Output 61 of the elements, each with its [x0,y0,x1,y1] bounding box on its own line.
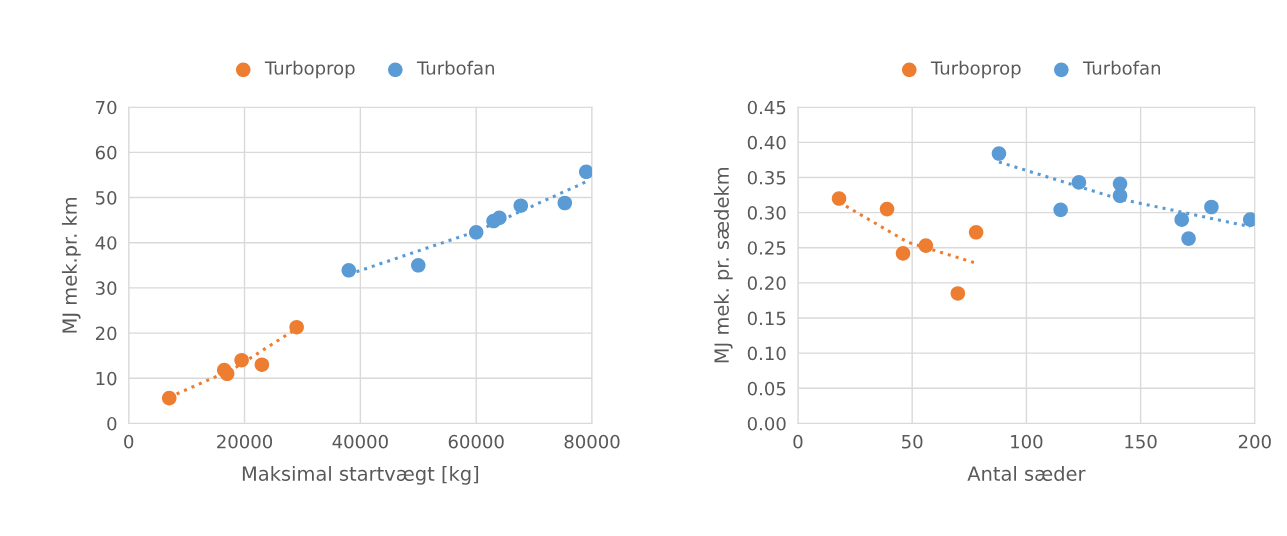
y-tick-label: 0.00 [747,416,786,431]
point [991,146,1007,161]
point [513,198,529,213]
x-tick-label: 0 [793,434,803,449]
point [1174,212,1190,227]
y-tick-label: 40 [95,236,117,250]
x-tick-label: 150 [1125,434,1157,449]
point [492,210,507,226]
y-tick-label: 0.45 [747,100,786,115]
y-tick-label: 0.25 [747,241,786,255]
y-tick-label: 0.35 [747,170,786,185]
y-tick-label: 0.30 [747,206,786,220]
y-tick-label: 0.05 [747,381,786,396]
point [968,225,984,240]
point [219,366,235,382]
point [1204,199,1219,215]
legend-label: Turbofan [416,60,494,75]
y-tick-label: 0.40 [747,135,786,150]
point [468,225,484,240]
point [879,201,895,217]
point [895,246,911,261]
point [254,357,270,372]
legend-label: Turboprop [930,60,1021,79]
x-tick-label: 200 [1238,434,1271,449]
point [950,286,966,301]
y-tick-label: 0.10 [747,346,786,361]
legend-label: Turbofan [1082,60,1160,75]
y-tick-label: 0.20 [747,276,786,291]
y-axis-title: MJ mek. pr. sædekm [713,168,733,363]
y-tick-label: 20 [95,326,117,341]
point [234,352,249,368]
point [410,258,426,273]
point [831,191,847,206]
x-axis-title: Antal sæder [967,465,1086,481]
point [1053,202,1068,218]
x-axis-title: Maksimal startvægt [kg] [242,465,479,485]
x-tick-label: 60000 [448,434,504,449]
y-tick-label: 0.15 [747,311,786,326]
point [557,195,573,211]
point [1181,231,1196,246]
point [1112,188,1128,204]
point [918,238,934,253]
y-tick-label: 60 [95,145,117,160]
point [341,263,357,278]
x-tick-label: 40000 [332,434,388,449]
x-tick-label: 50 [902,434,923,449]
y-tick-label: 30 [95,281,117,296]
y-axis-title: MJ mek.pr. km [61,197,81,333]
y-tick-label: 70 [96,100,117,115]
x-tick-label: 100 [1011,434,1043,449]
x-tick-label: 20000 [217,434,273,449]
y-tick-label: 10 [96,371,117,386]
y-tick-label: 0 [107,416,117,431]
point [1071,175,1087,190]
y-tick-label: 50 [96,191,117,205]
point [289,319,304,335]
point [578,164,593,180]
x-tick-label: 0 [124,434,134,449]
point [161,390,177,406]
x-tick-label: 80000 [564,434,620,449]
legend-label: Turboprop [264,60,355,79]
